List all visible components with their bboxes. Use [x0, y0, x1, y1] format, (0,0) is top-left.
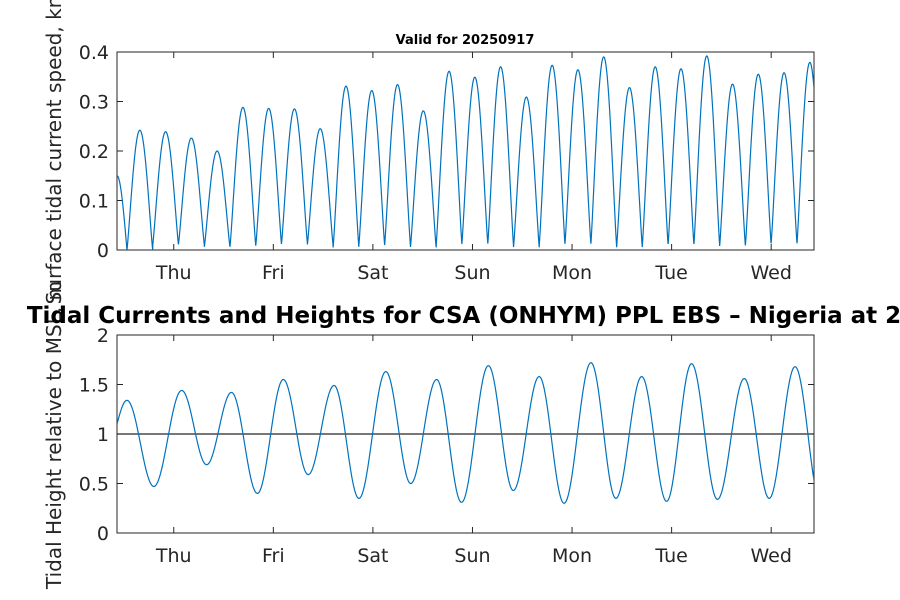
- tidal-height-plot: 0 0.5 1 1.5 2 Thu Fri Sat Sun Mon Tue Wed: [79, 325, 815, 567]
- tidal-height-y-tick-label: 1.5: [79, 375, 109, 397]
- main-chart-title: Tidal Currents and Heights for CSA (ONHY…: [27, 303, 900, 329]
- current-speed-plot: 0 0.1 0.2 0.3 0.4 Thu Fri Sat Sun Mon Tue Wed: [79, 42, 815, 284]
- current-speed-x-tick-label: Fri: [262, 262, 285, 284]
- current-speed-x-tick-label: Thu: [155, 262, 192, 284]
- current-speed-y-tick-label: 0: [97, 240, 109, 262]
- current-speed-plot-title: Valid for 20250917: [396, 33, 535, 48]
- tidal-height-x-tick-label: Sun: [454, 545, 490, 567]
- tidal-height-x-tick-label: Mon: [552, 545, 592, 567]
- tidal-height-x-tick-label: Fri: [262, 545, 285, 567]
- tidal-height-y-tick-label: 0: [97, 523, 109, 545]
- tidal-height-x-tick-label: Thu: [155, 545, 192, 567]
- current-speed-y-tick-label: 0.3: [79, 92, 109, 114]
- current-speed-axes-box: [116, 51, 815, 251]
- tidal-height-y-tick-label: 2: [97, 325, 109, 347]
- tidal-height-y-tick-label: 1: [97, 424, 109, 446]
- tidal-height-y-axis-label: Tidal Height relative to MSL, m: [42, 281, 66, 590]
- tidal-height-series-line: [117, 362, 814, 504]
- tidal-height-x-tick-label: Tue: [654, 545, 687, 567]
- current-speed-y-tick-label: 0.2: [79, 141, 109, 163]
- current-speed-x-tick-label: Sun: [454, 262, 490, 284]
- tidal-height-x-tick-label: Sat: [357, 545, 388, 567]
- current-speed-series-line: [117, 55, 814, 250]
- current-speed-y-tick-label: 0.4: [79, 42, 109, 64]
- current-speed-y-tick-label: 0.1: [79, 191, 109, 213]
- current-speed-x-tick-label: Mon: [552, 262, 592, 284]
- tidal-height-y-tick-label: 0.5: [79, 474, 109, 496]
- current-speed-x-tick-label: Wed: [750, 262, 791, 284]
- tidal-height-x-tick-label: Wed: [750, 545, 791, 567]
- current-speed-x-tick-label: Tue: [654, 262, 687, 284]
- current-speed-y-axis-label: Surface tidal current speed, kn: [42, 0, 66, 304]
- current-speed-x-tick-label: Sat: [357, 262, 388, 284]
